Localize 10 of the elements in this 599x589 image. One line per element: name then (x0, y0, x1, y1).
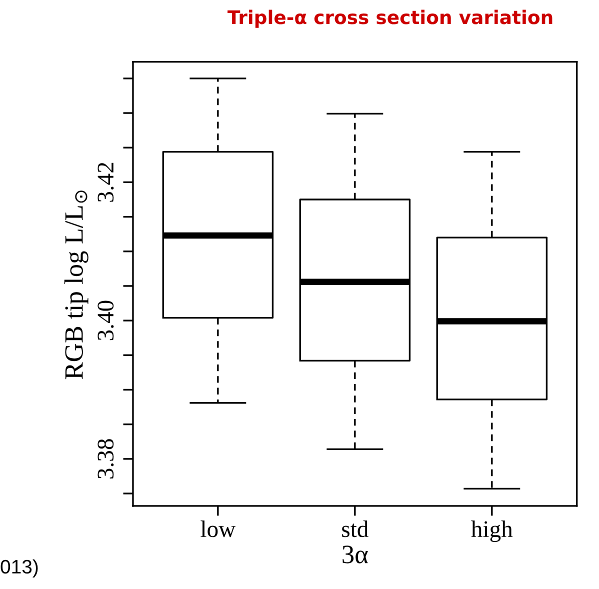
chart-title: Triple-α cross section variation (228, 10, 552, 28)
y-tick-label: 3.40 (98, 300, 114, 340)
x-axis-title: 3α (342, 546, 368, 564)
y-tick-label: 3.42 (98, 162, 114, 202)
text: 013) (0, 559, 38, 578)
y-tick-label: 3.38 (98, 439, 114, 478)
y-axis-title: RGB tip log L/L$_{⊙}$ (64, 190, 88, 380)
x-tick-label: high (471, 520, 513, 542)
x-tick-label: low (200, 520, 236, 538)
x-tick-label: std (342, 520, 368, 538)
